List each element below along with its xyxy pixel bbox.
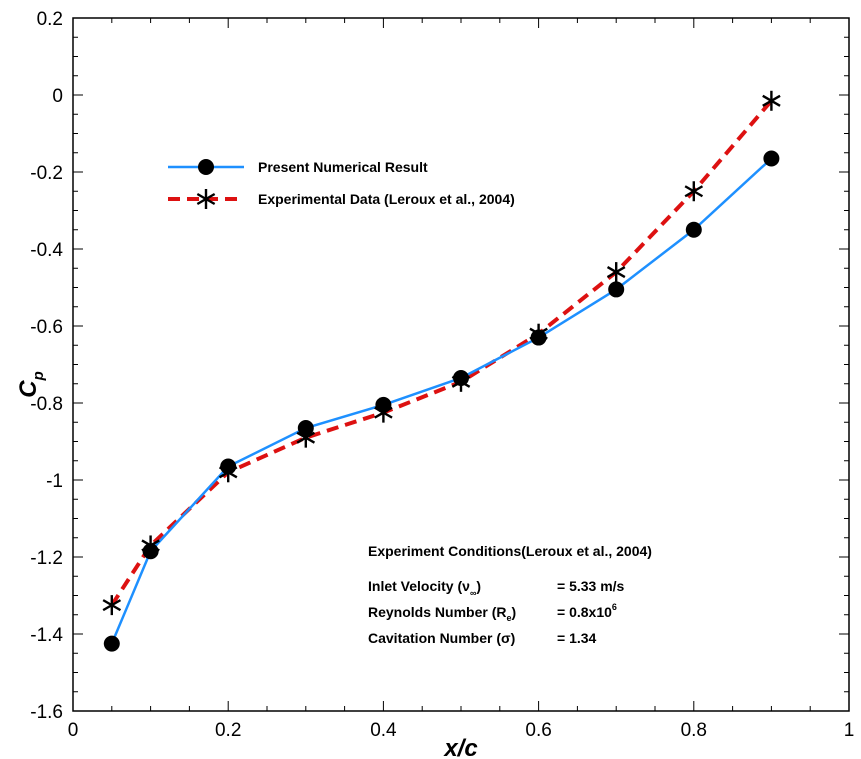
legend-marker xyxy=(196,189,216,209)
y-tick-label: 0 xyxy=(52,86,63,107)
y-axis-title-main: C xyxy=(15,380,42,398)
y-tick-label: -1.6 xyxy=(30,702,63,723)
y-tick-label: -0.4 xyxy=(30,240,63,261)
x-tick-label: 1 xyxy=(844,720,855,741)
experimental-data-line xyxy=(110,99,773,607)
y-tick-label: -0.2 xyxy=(30,163,63,184)
y-tick-label: -1 xyxy=(46,471,63,492)
x-tick-label: 0 xyxy=(68,720,79,741)
y-tick-label: -1.4 xyxy=(30,625,63,646)
y-tick-label: 0.2 xyxy=(37,9,63,30)
legend-label: Experimental Data (Leroux et al., 2004) xyxy=(258,191,515,207)
experimental-point xyxy=(141,535,160,556)
series-lines xyxy=(110,99,773,645)
annotation-value-velocity: = 5.33 m/s xyxy=(557,578,625,594)
x-tick-label: 0.4 xyxy=(370,720,397,741)
y-axis-title-sub: p xyxy=(30,371,47,381)
experimental-point xyxy=(606,262,626,283)
y-tick-label: -0.6 xyxy=(30,317,63,338)
numerical-point xyxy=(103,635,120,652)
x-tick-label: 0.2 xyxy=(215,720,241,741)
numerical-point xyxy=(685,221,702,238)
experimental-point xyxy=(374,402,393,423)
legend-label: Present Numerical Result xyxy=(258,159,428,175)
numerical-point xyxy=(608,281,625,298)
legend-marker xyxy=(198,159,214,175)
series-markers xyxy=(102,90,781,652)
experimental-point xyxy=(451,371,471,392)
x-tick-label: 0.8 xyxy=(681,720,707,741)
x-axis-title: x/c xyxy=(442,735,477,759)
experimental-point xyxy=(218,462,238,483)
numerical-point xyxy=(763,150,780,167)
y-tick-label: -1.2 xyxy=(30,548,63,569)
experimental-point xyxy=(762,90,781,111)
annotation-label-velocity: Inlet Velocity (ν∞) xyxy=(368,578,481,598)
numerical-result-line xyxy=(110,157,773,645)
y-axis-title: Cp xyxy=(15,371,47,398)
experiment-conditions-annotation: Experiment Conditions(Leroux et al., 200… xyxy=(368,543,652,646)
experimental-point xyxy=(684,181,704,202)
legend: Present Numerical Result Experimental Dat… xyxy=(168,159,515,209)
axis-ticks xyxy=(72,17,850,712)
x-tick-label: 0.6 xyxy=(525,720,551,741)
experimental-point xyxy=(296,427,316,448)
annotation-label-reynolds: Reynolds Number (Re) xyxy=(368,604,516,623)
plot-frame xyxy=(72,17,850,712)
annotation-title: Experiment Conditions(Leroux et al., 200… xyxy=(368,543,652,559)
experimental-point xyxy=(102,595,122,616)
annotation-value-cavitation: = 1.34 xyxy=(557,630,597,646)
experimental-point xyxy=(529,323,548,344)
annotation-label-cavitation: Cavitation Number (σ) xyxy=(368,630,515,646)
annotation-value-reynolds: = 0.8x106 xyxy=(557,602,617,620)
tick-labels: 0 0.2 0.4 0.6 0.8 1 0.2 0 -0.2 -0.4 -0.6 -0.8 -1 -1.2… xyxy=(30,9,854,741)
y-tick-label: -0.8 xyxy=(30,394,63,415)
